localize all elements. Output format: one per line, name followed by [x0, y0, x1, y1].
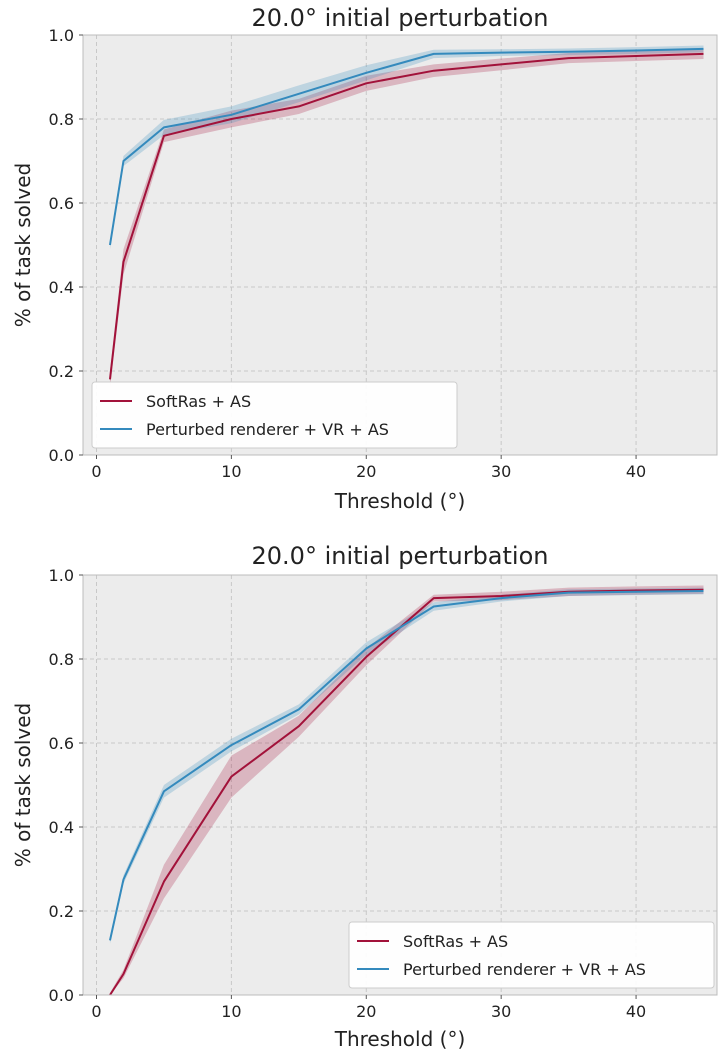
x-tick-label: 10 [221, 462, 241, 481]
x-tick-label: 20 [356, 462, 376, 481]
y-tick-label: 0.8 [49, 110, 74, 129]
legend-box [348, 921, 715, 989]
chart-title: 20.0° initial perturbation [252, 4, 549, 32]
x-axis-label: Threshold (°) [334, 1027, 466, 1051]
y-tick-label: 0.4 [49, 278, 74, 297]
y-tick-label: 1.0 [49, 26, 74, 45]
legend: SoftRas + AS Perturbed renderer + VR + AS [348, 921, 715, 989]
series-line-1 [108, 47, 704, 246]
chart-title: 20.0° initial perturbation [252, 542, 549, 570]
legend-box [91, 381, 458, 449]
x-tick-label: 0 [91, 1002, 101, 1021]
y-tick-label: 0.4 [49, 818, 74, 837]
y-tick-label: 0.2 [49, 362, 74, 381]
y-tick-label: 0.0 [49, 986, 74, 1005]
x-tick-label: 10 [221, 1002, 241, 1021]
y-tick-label: 0.8 [49, 650, 74, 669]
x-tick-label: 30 [491, 462, 511, 481]
legend-label-0: SoftRas + AS [146, 392, 251, 411]
legend-label-1: Perturbed renderer + VR + AS [146, 420, 389, 439]
chart-top: 0 10 20 30 40 0.0 0.2 0.4 0.6 0.8 1.0 20.0° initial… [11, 4, 718, 513]
y-axis-label: % of task solved [11, 703, 35, 868]
legend-label-0: SoftRas + AS [403, 932, 508, 951]
y-tick-label: 0.6 [49, 194, 74, 213]
x-tick-label: 20 [356, 1002, 376, 1021]
x-tick-label: 30 [491, 1002, 511, 1021]
y-tick-label: 1.0 [49, 566, 74, 585]
x-tick-label: 0 [91, 462, 101, 481]
legend: SoftRas + AS Perturbed renderer + VR + AS [91, 381, 458, 449]
y-tick-label: 0.6 [49, 734, 74, 753]
series-line-0 [108, 52, 704, 380]
chart-bottom: 0 10 20 30 40 0.0 0.2 0.4 0.6 0.8 1.0 20.0° initial… [11, 542, 718, 1051]
plot-frame [82, 574, 718, 996]
x-tick-label: 40 [626, 462, 646, 481]
y-tick-label: 0.2 [49, 902, 74, 921]
y-tick-label: 0.0 [49, 446, 74, 465]
series-band-0 [109, 585, 704, 995]
x-axis-label: Threshold (°) [334, 489, 466, 513]
x-tick-label: 40 [626, 1002, 646, 1021]
legend-label-1: Perturbed renderer + VR + AS [403, 960, 646, 979]
plot-frame [82, 34, 718, 456]
series-line-1 [109, 589, 704, 941]
y-axis-label: % of task solved [11, 163, 35, 328]
